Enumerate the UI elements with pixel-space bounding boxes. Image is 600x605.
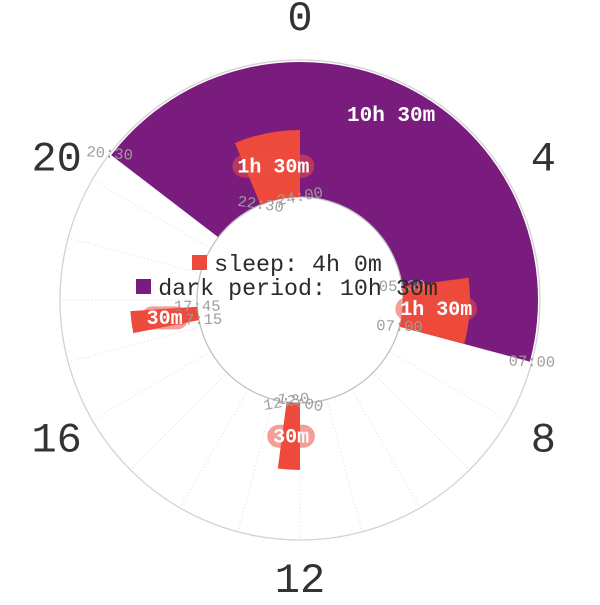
svg-text:20: 20 bbox=[31, 136, 81, 184]
svg-text:1h 30m: 1h 30m bbox=[400, 299, 472, 322]
svg-text:10h 30m: 10h 30m bbox=[347, 105, 435, 128]
svg-text:20:30: 20:30 bbox=[86, 143, 134, 165]
svg-text:16: 16 bbox=[31, 417, 81, 465]
svg-text:4: 4 bbox=[531, 136, 556, 184]
svg-text:8: 8 bbox=[531, 417, 556, 465]
svg-text:12: 12 bbox=[275, 557, 325, 600]
svg-text:07:00: 07:00 bbox=[508, 352, 555, 371]
svg-text:30m: 30m bbox=[147, 308, 183, 331]
svg-text:1h 30m: 1h 30m bbox=[237, 156, 309, 179]
svg-text:0: 0 bbox=[287, 0, 312, 43]
svg-text:30m: 30m bbox=[273, 426, 309, 449]
